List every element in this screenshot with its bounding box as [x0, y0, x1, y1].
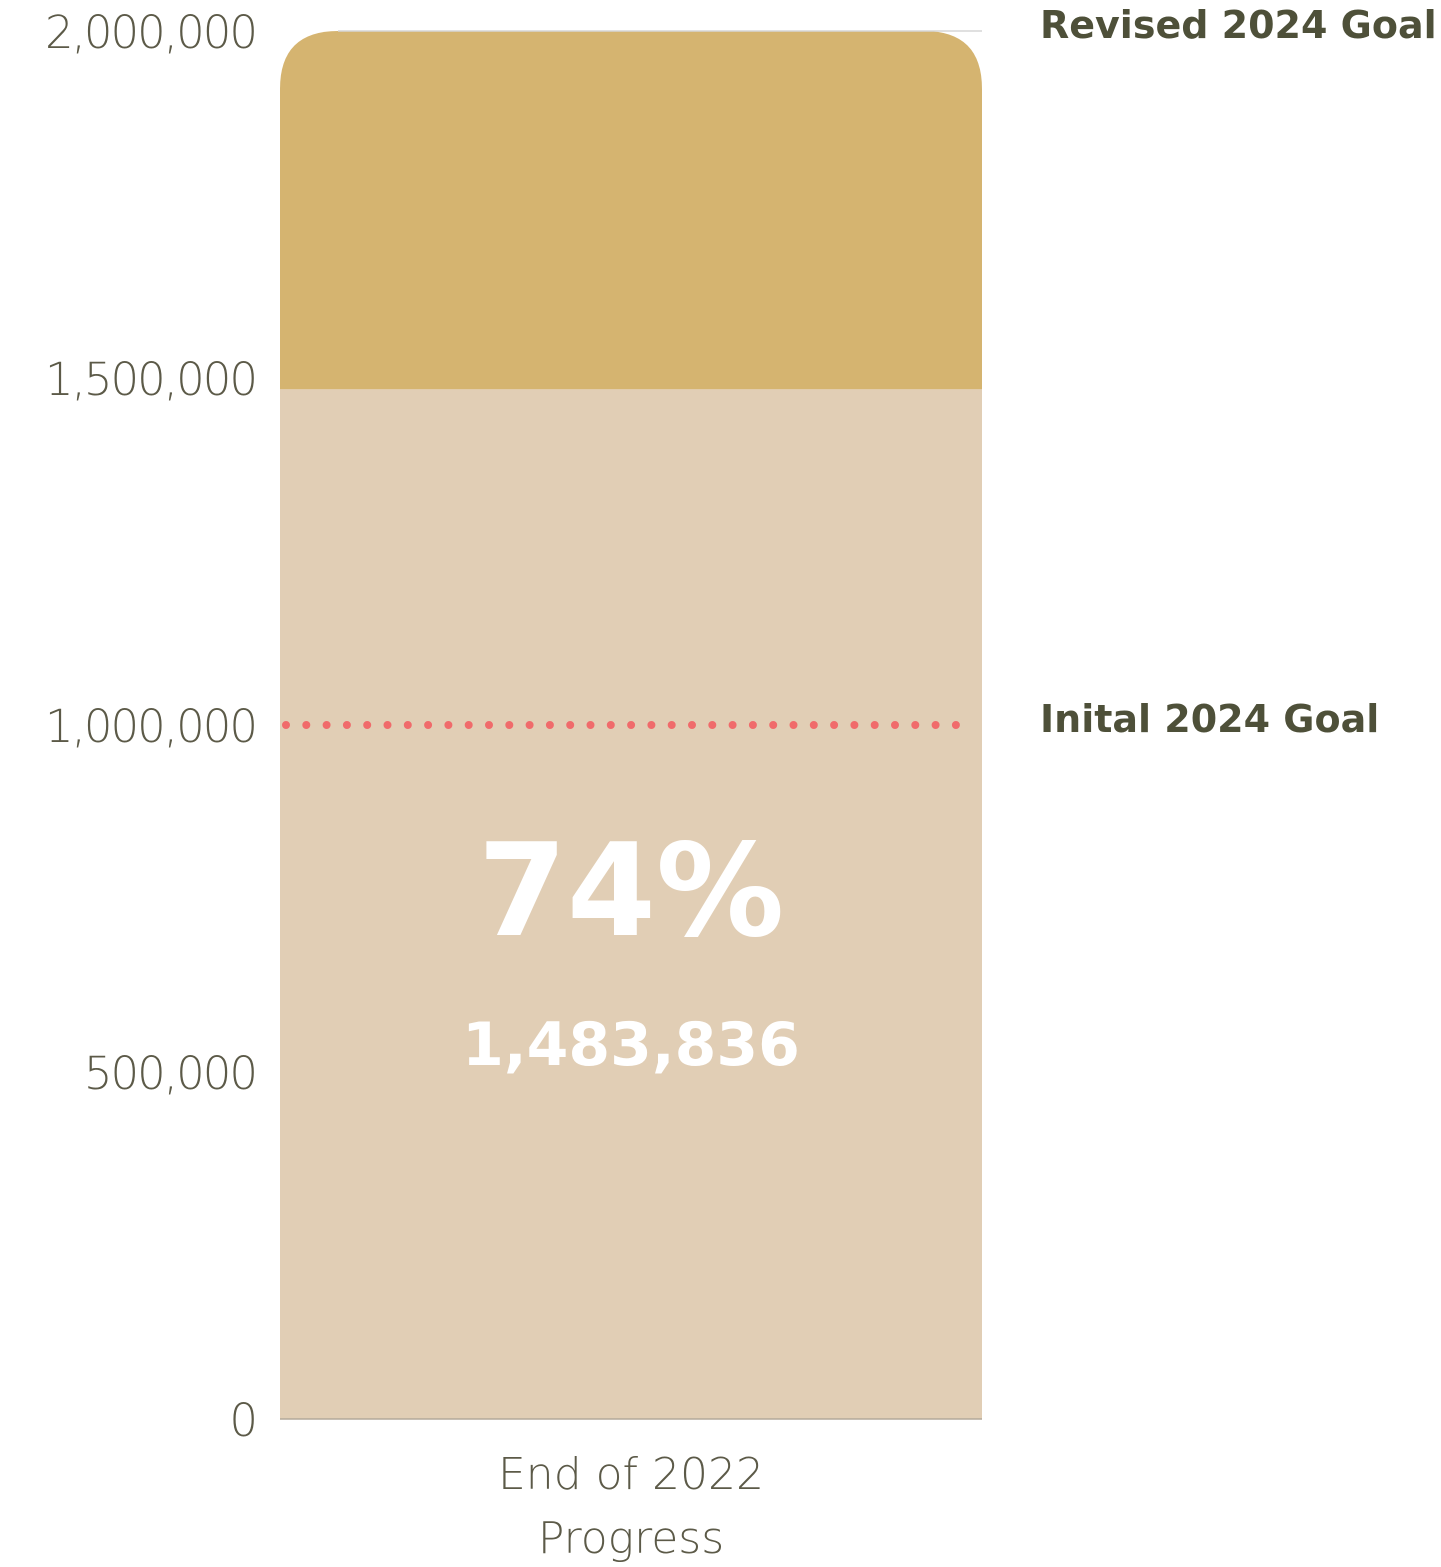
bar-segment-progress: [280, 389, 982, 1420]
y-tick-label: 0: [229, 1394, 256, 1447]
revised-goal-label: Revised 2024 Goal: [1040, 3, 1437, 47]
goal-annotations: Revised 2024 Goal Inital 2024 Goal: [1040, 3, 1437, 741]
bar-labels: 74% 1,483,836: [462, 817, 800, 1080]
category-label-line-2: Progress: [538, 1513, 724, 1564]
bar-segment-remaining: [280, 31, 982, 390]
y-axis-labels: 0 500,000 1,000,000 1,500,000 2,000,000: [45, 6, 258, 1447]
initial-goal-label: Inital 2024 Goal: [1040, 697, 1379, 741]
y-tick-label: 2,000,000: [45, 6, 256, 59]
x-axis: End of 2022 Progress: [280, 1418, 982, 1564]
category-label-line-1: End of 2022: [498, 1449, 764, 1500]
bars: [280, 31, 982, 1420]
progress-value-label: 1,483,836: [462, 1010, 800, 1080]
progress-percent-label: 74%: [478, 817, 784, 966]
y-tick-label: 500,000: [84, 1047, 256, 1100]
reference-lines: [282, 30, 982, 729]
y-tick-label: 1,000,000: [45, 700, 256, 753]
y-tick-label: 1,500,000: [45, 353, 256, 406]
